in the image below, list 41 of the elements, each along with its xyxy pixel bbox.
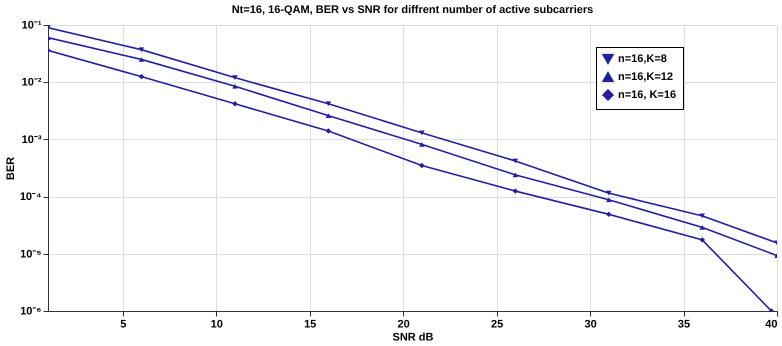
chart-title: Nt=16, 16-QAM, BER vs SNR for diffrent number of active subcarriers — [232, 4, 594, 16]
x-tick-label: 10 — [210, 318, 223, 330]
x-tick-label: 15 — [304, 318, 316, 330]
point — [512, 188, 518, 194]
x-tick-label: 40 — [765, 318, 778, 330]
point — [699, 214, 705, 218]
point — [138, 74, 144, 80]
y-axis-title: BER — [4, 156, 17, 180]
point — [606, 190, 612, 196]
point — [699, 224, 705, 230]
point — [512, 172, 518, 178]
point — [326, 113, 332, 118]
point — [138, 57, 144, 62]
point — [419, 130, 425, 136]
point — [138, 47, 144, 52]
x-tick-label: 25 — [490, 318, 504, 330]
point — [232, 101, 238, 106]
legend-label: n=16,K=8 — [618, 53, 667, 65]
point — [326, 128, 332, 134]
y-tick-label: 10⁻² — [22, 76, 42, 89]
point — [232, 84, 238, 89]
y-tick-label: 10⁻³ — [22, 134, 42, 146]
legend-label: n=16, K=16 — [618, 89, 676, 101]
x-tick-label: 35 — [678, 318, 690, 330]
point — [699, 237, 705, 243]
point — [512, 158, 518, 164]
legend-label: n=16,K=12 — [618, 71, 674, 83]
y-tick-label: 10⁻⁴ — [20, 191, 42, 204]
point — [326, 101, 332, 106]
point — [419, 162, 425, 168]
y-tick-label: 10⁻⁵ — [20, 248, 42, 260]
point — [606, 197, 612, 202]
point — [419, 142, 425, 147]
x-tick-label: 5 — [120, 318, 126, 330]
y-tick-label: 10⁻¹ — [22, 20, 42, 32]
y-tick-label: 10⁻⁶ — [20, 306, 42, 318]
point — [606, 212, 612, 218]
x-axis-title: SNR dB — [392, 332, 434, 344]
point — [232, 75, 238, 80]
x-tick-label: 30 — [584, 318, 597, 330]
x-tick-label: 20 — [398, 318, 410, 330]
